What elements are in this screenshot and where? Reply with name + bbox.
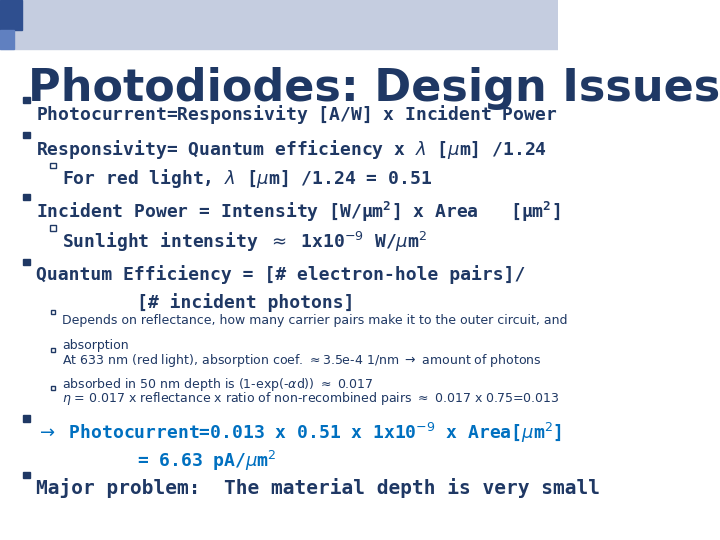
- Bar: [24, 415, 30, 422]
- Text: $\eta$ = 0.017 x reflectance x ratio of non-recombined pairs $\approx$ 0.017 x 0: $\eta$ = 0.017 x reflectance x ratio of …: [63, 390, 560, 407]
- Text: For red light, $\lambda$ [$\mu$m] /1.24 = 0.51: For red light, $\lambda$ [$\mu$m] /1.24 …: [63, 167, 433, 191]
- Text: Photodiodes: Design Issues: Photodiodes: Design Issues: [28, 68, 720, 111]
- Bar: [0, 0, 22, 30]
- Text: Major problem:  The material depth is very small: Major problem: The material depth is ver…: [36, 478, 600, 498]
- Text: [# incident photons]: [# incident photons]: [137, 293, 354, 312]
- Bar: [24, 97, 30, 103]
- Bar: [24, 194, 30, 200]
- Bar: [0, 0, 558, 49]
- Text: At 633 nm (red light), absorption coef. $\approx$3.5e-4 1/nm $\rightarrow$ amoun: At 633 nm (red light), absorption coef. …: [63, 352, 542, 369]
- Bar: [50, 163, 55, 168]
- Text: Depends on reflectance, how many carrier pairs make it to the outer circuit, and: Depends on reflectance, how many carrier…: [63, 314, 568, 327]
- Text: absorbed in 50 nm depth is (1-exp(-$\alpha$d)) $\approx$ 0.017: absorbed in 50 nm depth is (1-exp(-$\alp…: [63, 376, 374, 393]
- Bar: [51, 386, 55, 390]
- Text: $\rightarrow$ Photocurrent=0.013 x 0.51 x 1x10$^{-9}$ x Area[$\mu$m$^2$]: $\rightarrow$ Photocurrent=0.013 x 0.51 …: [36, 421, 562, 445]
- Bar: [24, 472, 30, 478]
- Bar: [24, 259, 30, 265]
- Bar: [51, 310, 55, 314]
- Text: Sunlight intensity $\approx$ 1x10$^{-9}$ W/$\mu$m$^2$: Sunlight intensity $\approx$ 1x10$^{-9}$…: [63, 230, 428, 254]
- Text: Quantum Efficiency = [# electron-hole pairs]/: Quantum Efficiency = [# electron-hole pa…: [36, 265, 526, 284]
- Bar: [51, 348, 55, 352]
- Text: Responsivity= Quantum efficiency x $\lambda$ [$\mu$m] /1.24: Responsivity= Quantum efficiency x $\lam…: [36, 138, 547, 161]
- Text: Photocurrent=Responsivity $\mathregular{[A/W]}$ x Incident Power: Photocurrent=Responsivity $\mathregular{…: [36, 103, 558, 126]
- Text: = 6.63 pA/$\mu$m$^2$: = 6.63 pA/$\mu$m$^2$: [137, 449, 276, 474]
- Bar: [50, 225, 55, 231]
- Bar: [24, 132, 30, 138]
- Text: Incident Power = Intensity $\mathregular{[W/\mu m^2]}$ x Area   $\mathregular{[\: Incident Power = Intensity $\mathregular…: [36, 200, 560, 224]
- Text: absorption: absorption: [63, 339, 129, 352]
- Bar: [0, 30, 14, 49]
